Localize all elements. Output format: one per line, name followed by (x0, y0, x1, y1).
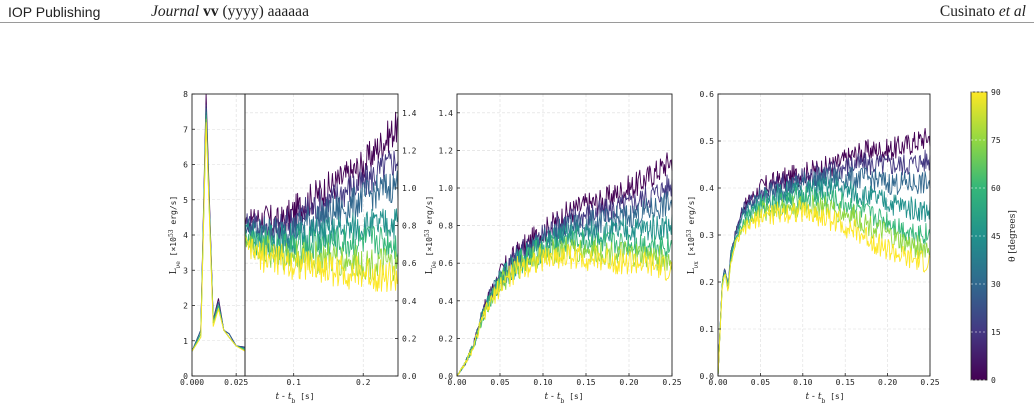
journal-name: Journal (151, 3, 200, 20)
p3-series-theta-15 (717, 149, 931, 377)
p1-xlabel: t - tb [s] (275, 392, 314, 405)
p2-xtick-label: 0.00 (447, 378, 466, 387)
p1-right-frame (244, 93, 399, 377)
p2-xtick-label: 0.25 (662, 378, 681, 387)
p2-ytick-label: 1.4 (439, 109, 454, 118)
p3-series-theta-0 (717, 127, 931, 377)
p3-ytick-label: 0.2 (700, 278, 715, 287)
p2-xtick-label: 0.15 (576, 378, 595, 387)
p3-ytick-label: 0.1 (700, 325, 715, 334)
colorbar-tick-label: 0 (991, 376, 996, 385)
p2-ytick-label: 1.2 (439, 146, 454, 155)
p3-series-theta-75 (717, 194, 931, 377)
p1-right-ytick-label: 0.8 (402, 222, 417, 231)
p1-right-ytick-label: 1.2 (402, 146, 417, 155)
p2-xtick-label: 0.05 (490, 378, 509, 387)
p2-series-theta-75 (456, 236, 673, 377)
journal-year-article: (yyyy) aaaaaa (222, 3, 309, 20)
running-author: Cusinato et al (940, 3, 1026, 21)
p2-ytick-label: 0.2 (439, 334, 454, 343)
header-rule (0, 22, 1034, 23)
p1-right-series-theta-75 (245, 234, 399, 282)
p1-left-series-theta-60 (191, 115, 246, 352)
colorbar-tick-label: 60 (991, 184, 1001, 193)
p1-left-ytick-label: 4 (183, 231, 188, 240)
p1-right-ytick-label: 0.4 (402, 297, 417, 306)
colorbar-tick-label: 45 (991, 232, 1001, 241)
p2-series-theta-30 (456, 191, 673, 377)
p1-left-xtick-label: 0.000 (180, 378, 204, 387)
p3-xtick-label: 0.00 (708, 378, 727, 387)
p2-series-theta-90 (456, 243, 673, 377)
p3-xtick-label: 0.25 (920, 378, 939, 387)
p2-xtick-label: 0.20 (619, 378, 638, 387)
p1-right-xtick-label: 0.1 (286, 378, 301, 387)
p3-ytick-label: 0.5 (700, 137, 715, 146)
p2-ytick-label: 1.0 (439, 184, 454, 193)
p2-ytick-label: 0.0 (439, 372, 454, 381)
p1-right-series-theta-90 (245, 236, 399, 293)
p1-left-xtick-label: 0.025 (224, 378, 248, 387)
p1-left-ytick-label: 3 (183, 266, 188, 275)
p1-right-ytick-label: 0.0 (402, 372, 417, 381)
p1-left-ytick-label: 5 (183, 196, 188, 205)
p1-right-series-theta-0 (245, 111, 399, 239)
p2-frame (456, 93, 673, 377)
p1-right-xtick-label: 0.2 (356, 378, 371, 387)
p3-series-theta-90 (717, 199, 931, 377)
p2-ytick-label: 0.6 (439, 259, 454, 268)
p3-series-theta-60 (717, 186, 931, 377)
p2-xtick-label: 0.10 (533, 378, 552, 387)
p1-left-series-theta-90 (191, 122, 246, 352)
p1-left-ytick-label: 7 (183, 125, 188, 134)
colorbar-tick-label: 15 (991, 328, 1001, 337)
p1-ylabel: Lνe [×1053 erg/s] (168, 196, 182, 275)
journal-reference: Journal vv (yyyy) aaaaaa (151, 3, 309, 21)
colorbar-tick-label: 30 (991, 280, 1001, 289)
p1-left-ytick-label: 2 (183, 302, 188, 311)
p1-left-ytick-label: 8 (183, 90, 188, 99)
p2-series-theta-15 (456, 174, 673, 377)
p3-xtick-label: 0.15 (836, 378, 855, 387)
p1-left-series-theta-30 (191, 108, 246, 352)
p1-right-series-theta-45 (245, 208, 399, 258)
p3-ytick-label: 0.3 (700, 231, 715, 240)
author-suffix: et al (998, 3, 1026, 20)
p3-ytick-label: 0.6 (700, 90, 715, 99)
p2-ytick-label: 0.8 (439, 222, 454, 231)
p2-ytick-label: 0.4 (439, 297, 454, 306)
p1-left-ytick-label: 1 (183, 337, 188, 346)
p1-left-series-theta-0 (191, 93, 246, 352)
p1-right-ytick-label: 0.6 (402, 259, 417, 268)
p3-xtick-label: 0.10 (793, 378, 812, 387)
p3-xlabel: t - tb [s] (805, 392, 844, 405)
p1-right-series-theta-60 (245, 225, 399, 265)
p1-left-series-theta-45 (191, 111, 246, 352)
p3-ylabel: Lνx [×1053 erg/s] (686, 196, 700, 274)
p1-right-ytick-label: 1.0 (402, 184, 417, 193)
p3-series-theta-30 (717, 166, 931, 377)
p2-xlabel: t - tb [s] (544, 392, 583, 405)
colorbar-tick-label: 90 (991, 88, 1001, 97)
p3-xtick-label: 0.05 (751, 378, 770, 387)
p1-right-ytick-label: 0.2 (402, 334, 417, 343)
p2-ylabel: Lν̄e [×1053 erg/s] (424, 196, 438, 275)
p3-ytick-label: 0.0 (700, 372, 715, 381)
p1-left-ytick-label: 0 (183, 372, 188, 381)
p3-ytick-label: 0.4 (700, 184, 715, 193)
p3-xtick-label: 0.20 (878, 378, 897, 387)
colorbar-label: θ [degrees] (1008, 210, 1018, 262)
colorbar-tick-label: 75 (991, 136, 1001, 145)
p1-left-series-theta-15 (191, 104, 246, 352)
page-header: IOP Publishing Journal vv (yyyy) aaaaaa … (0, 0, 1034, 20)
publisher-name: IOP Publishing (8, 4, 101, 20)
p1-right-ytick-label: 1.4 (402, 109, 417, 118)
author-name: Cusinato (939, 3, 995, 20)
journal-volume: vv (203, 3, 219, 20)
p1-left-ytick-label: 6 (183, 161, 188, 170)
